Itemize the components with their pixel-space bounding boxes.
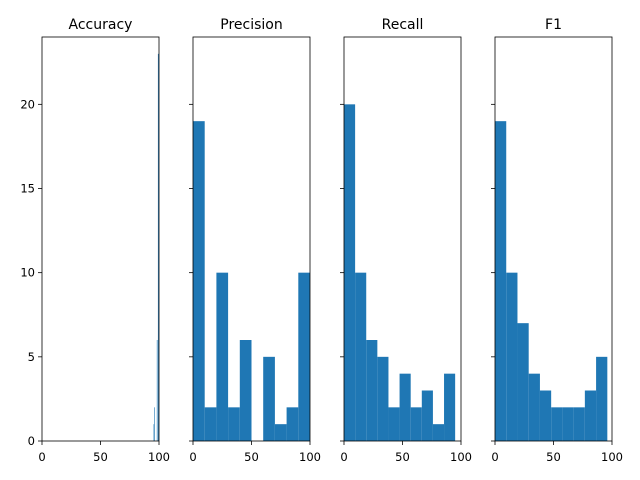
histogram-bar [216, 272, 229, 441]
y-tick-label: 5 [28, 350, 35, 364]
histogram-bar [298, 272, 310, 441]
y-tick-label: 0 [28, 434, 35, 448]
x-tick-label: 50 [244, 450, 259, 464]
histogram-bar [506, 272, 518, 441]
panel-title: Precision [220, 17, 282, 33]
histogram-bar [274, 424, 287, 441]
x-tick-label: 50 [395, 450, 410, 464]
histogram-bar [432, 424, 445, 441]
histogram-bar [517, 323, 529, 441]
histogram-bar [495, 121, 507, 442]
y-tick-label: 20 [20, 97, 35, 111]
histogram-bar [539, 390, 552, 441]
histogram-bar [344, 104, 356, 441]
histogram-bar [355, 272, 367, 441]
histogram-bar [377, 356, 389, 441]
histogram-bar [263, 356, 275, 441]
y-tick-label: 15 [20, 182, 35, 196]
histogram-bar [228, 407, 240, 441]
x-tick-label: 0 [491, 450, 498, 464]
x-tick-label: 0 [189, 450, 196, 464]
histogram-bar [551, 407, 563, 441]
histogram-bar [193, 121, 205, 442]
y-tick-label: 10 [20, 266, 35, 280]
histogram-bar [239, 340, 252, 441]
histogram-bar [153, 424, 155, 441]
x-tick-label: 50 [93, 450, 108, 464]
histogram-bar [366, 340, 378, 441]
x-tick-label: 100 [148, 450, 170, 464]
panel-title: F1 [545, 17, 562, 33]
panel-recall: Recall 0 50 100 [340, 17, 472, 464]
histogram-bar [154, 407, 155, 441]
x-tick-label: 100 [601, 450, 623, 464]
panel-accuracy: Accuracy 0 50 100 0 5 10 15 20 [20, 17, 170, 464]
histogram-bar [562, 407, 574, 441]
histogram-bar [421, 390, 433, 441]
panel-precision: Precision 0 50 100 [189, 17, 321, 464]
x-tick-label: 50 [546, 450, 561, 464]
histogram-bar [286, 407, 299, 441]
histogram-bar [444, 373, 456, 441]
x-tick-label: 100 [299, 450, 321, 464]
x-tick-label: 0 [38, 450, 45, 464]
histogram-bar [156, 340, 158, 441]
histogram-bar [573, 407, 585, 441]
x-tick-label: 0 [340, 450, 347, 464]
histogram-bar [157, 53, 159, 441]
axes-frame [41, 36, 160, 442]
panel-f1: F1 0 50 100 [491, 17, 623, 464]
histogram-bar [399, 373, 411, 441]
histogram-bar [584, 390, 597, 441]
histogram-bar [388, 407, 400, 441]
panel-title: Accuracy [69, 17, 133, 33]
x-tick-label: 100 [450, 450, 472, 464]
histogram-bar [204, 407, 217, 441]
panel-title: Recall [382, 17, 424, 33]
histogram-bar [410, 407, 422, 441]
histogram-bar [528, 373, 540, 441]
histogram-bar [596, 356, 608, 441]
